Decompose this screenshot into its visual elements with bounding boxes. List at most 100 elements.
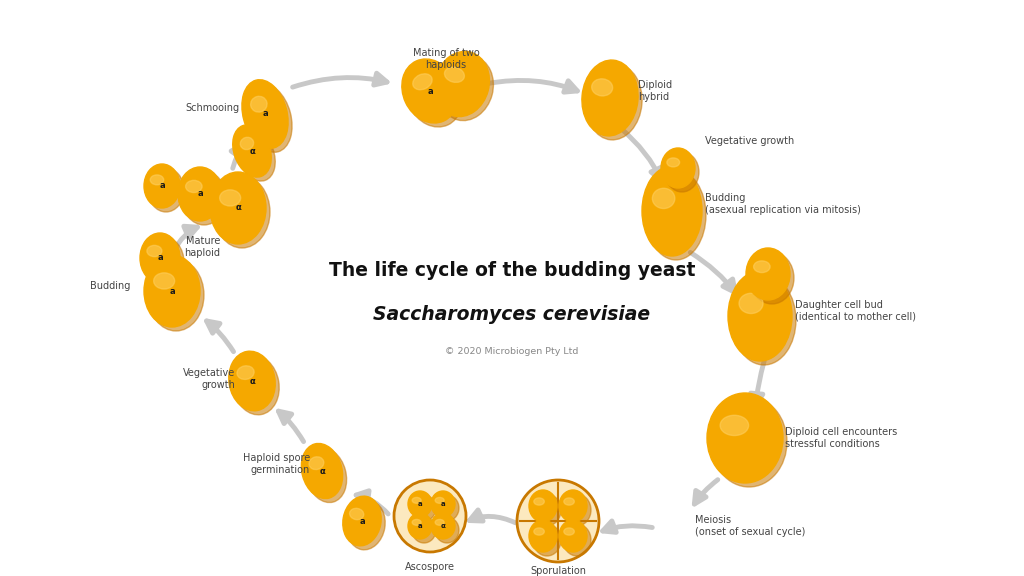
Ellipse shape bbox=[210, 172, 266, 244]
Text: Mating of two
haploids: Mating of two haploids bbox=[413, 48, 479, 70]
Text: a: a bbox=[262, 109, 268, 119]
Ellipse shape bbox=[309, 457, 324, 469]
Ellipse shape bbox=[251, 96, 267, 112]
Text: Diploid cell encounters
stressful conditions: Diploid cell encounters stressful condit… bbox=[785, 427, 897, 449]
Ellipse shape bbox=[182, 171, 226, 225]
Ellipse shape bbox=[144, 164, 180, 208]
Ellipse shape bbox=[559, 490, 587, 522]
Ellipse shape bbox=[662, 148, 695, 188]
Text: a: a bbox=[418, 523, 422, 529]
Ellipse shape bbox=[746, 248, 790, 300]
Ellipse shape bbox=[534, 528, 545, 535]
Ellipse shape bbox=[534, 498, 545, 505]
Text: α: α bbox=[440, 523, 445, 529]
Ellipse shape bbox=[412, 495, 436, 521]
Text: a: a bbox=[169, 286, 175, 295]
Ellipse shape bbox=[144, 237, 184, 287]
Ellipse shape bbox=[148, 168, 184, 212]
Text: Budding
(asexual replication via mitosis): Budding (asexual replication via mitosis… bbox=[705, 193, 861, 215]
Ellipse shape bbox=[412, 517, 436, 543]
Ellipse shape bbox=[151, 175, 164, 185]
Ellipse shape bbox=[711, 397, 787, 487]
Ellipse shape bbox=[154, 273, 175, 289]
Ellipse shape bbox=[444, 67, 465, 82]
Ellipse shape bbox=[349, 509, 364, 520]
Ellipse shape bbox=[394, 480, 466, 552]
Ellipse shape bbox=[237, 366, 254, 380]
Ellipse shape bbox=[438, 55, 494, 120]
Ellipse shape bbox=[564, 498, 574, 505]
Ellipse shape bbox=[434, 51, 489, 116]
Ellipse shape bbox=[534, 494, 561, 526]
Ellipse shape bbox=[559, 520, 587, 552]
Text: Ascospore: Ascospore bbox=[406, 562, 455, 572]
Ellipse shape bbox=[750, 252, 794, 304]
Text: Mature
haploid: Mature haploid bbox=[184, 236, 220, 257]
Ellipse shape bbox=[667, 158, 680, 167]
Ellipse shape bbox=[242, 79, 288, 148]
Ellipse shape bbox=[435, 495, 459, 521]
Ellipse shape bbox=[564, 528, 574, 535]
Text: Schmooing: Schmooing bbox=[186, 103, 240, 113]
Ellipse shape bbox=[592, 79, 612, 96]
Ellipse shape bbox=[305, 448, 347, 502]
Ellipse shape bbox=[642, 166, 702, 256]
Text: Haploid spore
germination: Haploid spore germination bbox=[243, 453, 310, 475]
Text: a: a bbox=[427, 86, 433, 96]
Ellipse shape bbox=[412, 520, 421, 525]
Ellipse shape bbox=[301, 444, 343, 499]
Ellipse shape bbox=[728, 271, 792, 361]
Ellipse shape bbox=[232, 355, 280, 415]
Ellipse shape bbox=[408, 491, 432, 517]
Ellipse shape bbox=[431, 491, 455, 517]
Ellipse shape bbox=[413, 74, 432, 90]
Ellipse shape bbox=[739, 293, 763, 313]
Ellipse shape bbox=[529, 520, 557, 552]
Ellipse shape bbox=[343, 496, 381, 546]
Text: Meiosis
(onset of sexual cycle): Meiosis (onset of sexual cycle) bbox=[695, 515, 805, 537]
Text: The life cycle of the budding yeast: The life cycle of the budding yeast bbox=[329, 262, 695, 281]
Ellipse shape bbox=[652, 188, 675, 209]
Text: α: α bbox=[319, 467, 325, 476]
Ellipse shape bbox=[214, 176, 270, 248]
Ellipse shape bbox=[185, 180, 202, 192]
Ellipse shape bbox=[246, 84, 292, 152]
Ellipse shape bbox=[435, 498, 444, 503]
Ellipse shape bbox=[232, 125, 271, 177]
Ellipse shape bbox=[237, 129, 275, 181]
Ellipse shape bbox=[563, 524, 591, 556]
Ellipse shape bbox=[435, 520, 444, 525]
Ellipse shape bbox=[732, 275, 796, 365]
Text: α: α bbox=[249, 377, 255, 385]
Ellipse shape bbox=[408, 513, 432, 539]
Ellipse shape bbox=[140, 233, 180, 283]
Ellipse shape bbox=[720, 415, 749, 435]
Ellipse shape bbox=[534, 524, 561, 556]
Ellipse shape bbox=[431, 513, 455, 539]
Ellipse shape bbox=[220, 190, 241, 206]
Text: Diploid
hybrid: Diploid hybrid bbox=[638, 80, 672, 102]
Text: a: a bbox=[158, 253, 163, 263]
Ellipse shape bbox=[517, 480, 599, 562]
Text: α: α bbox=[236, 203, 241, 213]
Ellipse shape bbox=[412, 498, 421, 503]
Ellipse shape bbox=[406, 63, 462, 127]
Text: a: a bbox=[440, 501, 445, 507]
Ellipse shape bbox=[228, 351, 275, 411]
Ellipse shape bbox=[665, 152, 699, 192]
Text: Sporulation: Sporulation bbox=[530, 566, 586, 576]
Text: Vegetative growth: Vegetative growth bbox=[705, 136, 795, 146]
Ellipse shape bbox=[146, 245, 162, 257]
Text: a: a bbox=[359, 517, 365, 525]
Text: α: α bbox=[249, 146, 255, 156]
Text: Budding: Budding bbox=[90, 281, 130, 291]
Ellipse shape bbox=[241, 137, 254, 150]
Ellipse shape bbox=[707, 393, 783, 483]
Text: a: a bbox=[159, 181, 165, 191]
Ellipse shape bbox=[144, 255, 200, 327]
Ellipse shape bbox=[563, 494, 591, 526]
Text: Saccharomyces cerevisiae: Saccharomyces cerevisiae bbox=[374, 305, 650, 324]
Ellipse shape bbox=[529, 490, 557, 522]
Ellipse shape bbox=[178, 167, 222, 221]
Ellipse shape bbox=[646, 170, 706, 260]
